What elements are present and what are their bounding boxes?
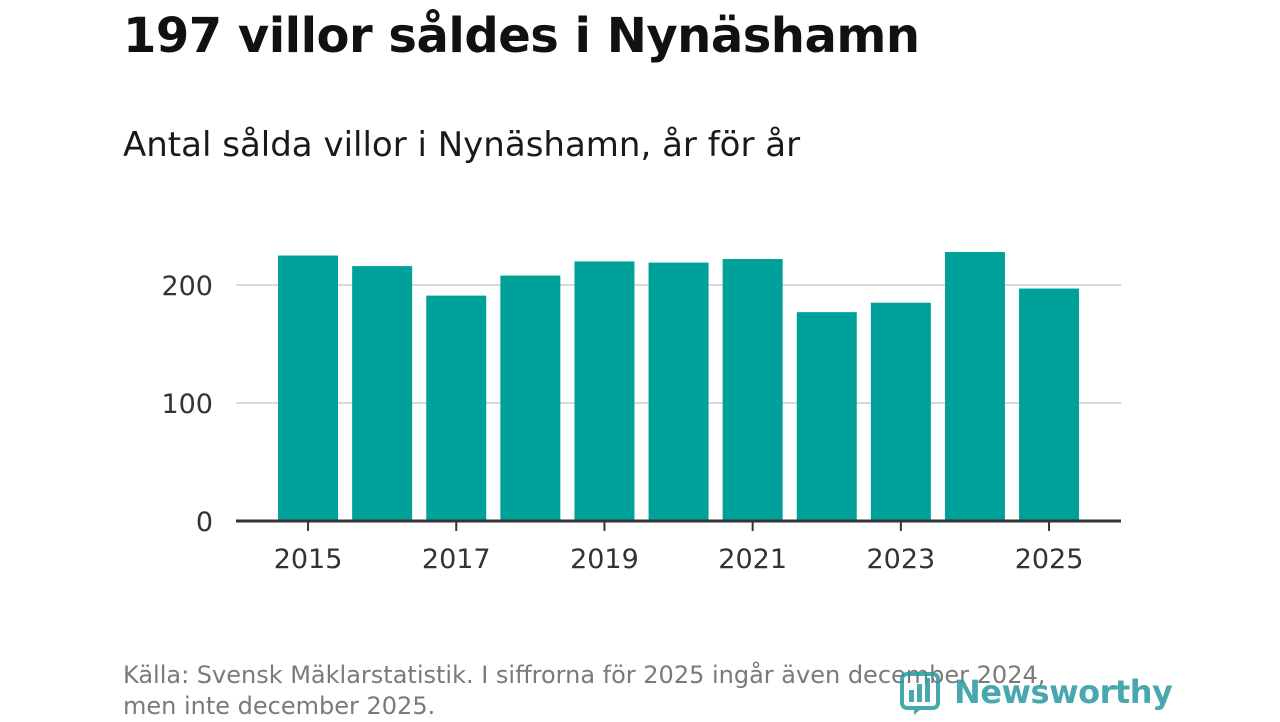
bar-2020: [648, 262, 709, 521]
bar-chart-logo-icon: [900, 672, 940, 715]
x-tick-label-2025: 2025: [1015, 544, 1084, 575]
x-tick-label-2023: 2023: [866, 544, 935, 575]
chart-title: 197 villor såldes i Nynäshamn: [123, 8, 920, 64]
bar-2016: [352, 266, 413, 521]
bar-chart: 0 100 200 2015 2017 2019 2021 2023 2025: [161, 251, 1121, 575]
source-line-2: men inte december 2025.: [123, 692, 436, 720]
bar-2025: [1019, 288, 1080, 521]
bars: [278, 251, 1080, 521]
source-note: Källa: Svensk Mäklarstatistik. I siffror…: [123, 660, 1123, 722]
logo-text: Newsworthy: [954, 673, 1173, 711]
bar-2017: [426, 295, 487, 521]
chart-subtitle: Antal sålda villor i Nynäshamn, år för å…: [123, 125, 801, 165]
bar-2021: [722, 259, 783, 521]
bar-2022: [796, 312, 857, 521]
bar-2018: [500, 275, 561, 521]
y-tick-label-200: 200: [161, 271, 213, 302]
bar-2024: [944, 251, 1005, 521]
bar-2023: [870, 302, 931, 521]
bar-2019: [574, 261, 635, 521]
y-tick-label-100: 100: [161, 389, 213, 420]
x-tick-label-2019: 2019: [570, 544, 639, 575]
bar-2015: [278, 255, 339, 521]
x-tick-label-2015: 2015: [274, 544, 343, 575]
y-tick-label-0: 0: [196, 507, 213, 538]
x-tick-label-2021: 2021: [718, 544, 787, 575]
newsworthy-logo: Newsworthy: [900, 668, 1173, 716]
source-line-1: Källa: Svensk Mäklarstatistik. I siffror…: [123, 661, 1046, 689]
x-tick-label-2017: 2017: [422, 544, 491, 575]
tick-labels: 0 100 200 2015 2017 2019 2021 2023 2025: [161, 271, 1083, 575]
x-axis: [236, 519, 1121, 531]
